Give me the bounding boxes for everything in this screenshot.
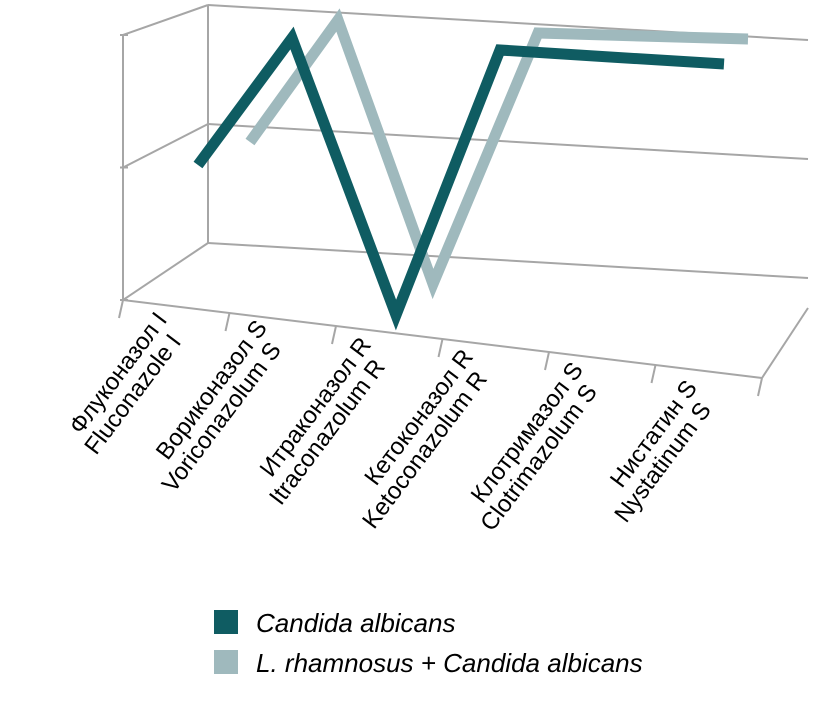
series-layer: [198, 20, 748, 315]
back-wall-gridline: [208, 243, 808, 278]
left-wall-gridline: [123, 243, 208, 300]
back-wall-gridline: [208, 124, 808, 159]
x-tick-mark: [545, 352, 549, 370]
x-tick-mark: [758, 378, 762, 396]
x-tick-mark: [439, 339, 443, 357]
floor-right-edge: [762, 308, 808, 378]
series-line-candida-albicans: [198, 38, 724, 315]
legend-label: L. rhamnosus + Candida albicans: [256, 648, 643, 678]
x-tick-mark: [652, 365, 656, 383]
x-tick-mark: [119, 300, 123, 318]
x-tick-mark: [226, 313, 230, 331]
left-wall-gridline: [123, 5, 208, 35]
legend: Candida albicans L. rhamnosus + Candida a…: [214, 608, 643, 678]
legend-swatch: [214, 650, 238, 674]
legend-swatch: [214, 610, 238, 634]
x-tick-mark: [332, 326, 336, 344]
legend-label: Candida albicans: [256, 608, 455, 638]
